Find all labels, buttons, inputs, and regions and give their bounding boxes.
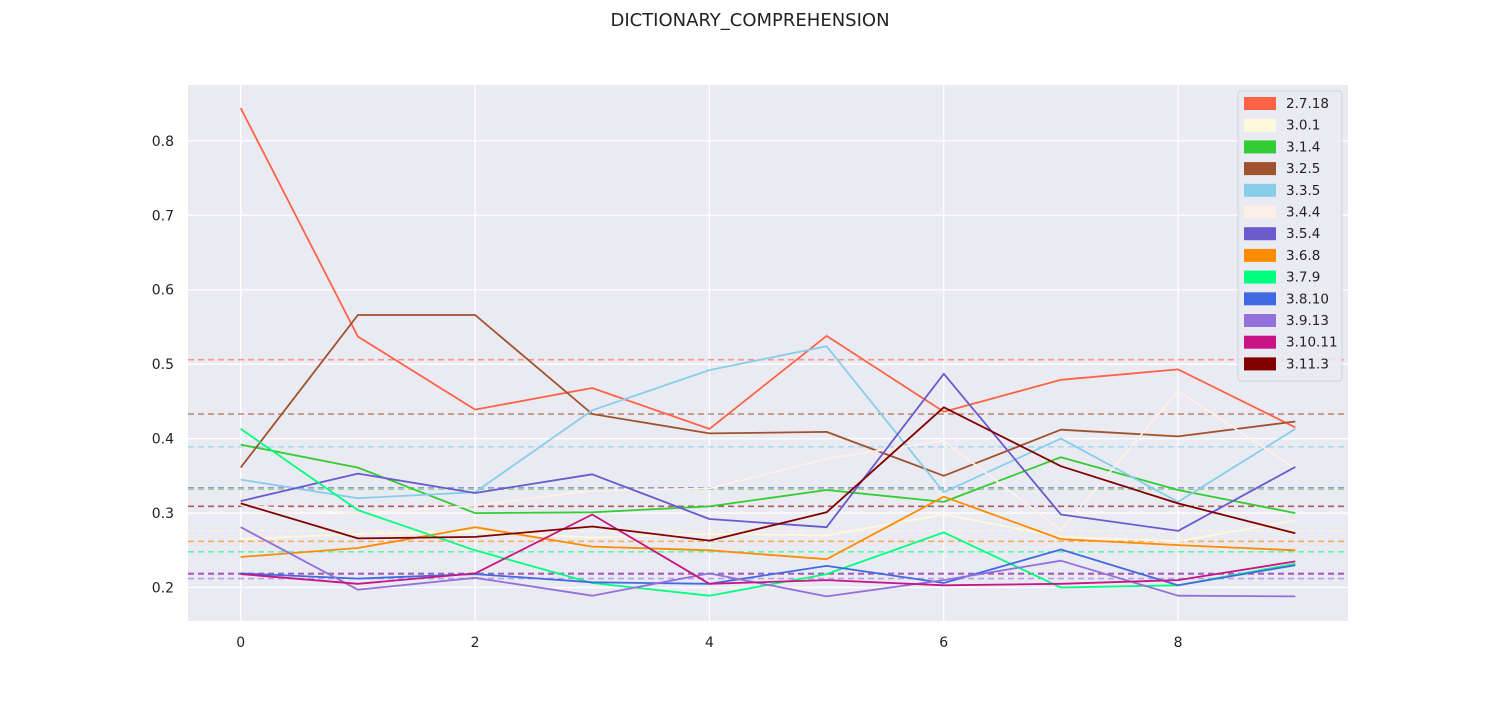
legend-label: 3.7.9 <box>1286 270 1320 286</box>
series-line <box>240 406 1296 542</box>
series-line <box>239 314 1296 477</box>
legend-swatch <box>1244 205 1276 219</box>
legend-swatch <box>1244 183 1276 197</box>
legend-label: 3.1.4 <box>1286 139 1320 155</box>
series-line <box>240 345 1296 503</box>
y-tick-label: 0.8 <box>152 134 174 150</box>
y-tick-label: 0.6 <box>152 283 174 299</box>
series-line <box>240 513 1296 587</box>
legend-label: 3.8.10 <box>1286 291 1329 307</box>
legend-label: 3.0.1 <box>1286 118 1320 134</box>
legend-label: 3.3.5 <box>1286 183 1320 199</box>
x-tick-label: 4 <box>705 635 714 651</box>
legend-label: 3.11.3 <box>1286 356 1329 372</box>
x-tick-label: 0 <box>236 635 245 651</box>
y-tick-label: 0.3 <box>152 506 174 522</box>
legend-label: 3.9.13 <box>1286 313 1329 329</box>
legend-swatch <box>1244 227 1276 241</box>
y-tick-label: 0.7 <box>152 208 174 224</box>
legend-label: 3.10.11 <box>1286 335 1338 351</box>
legend-label: 3.4.4 <box>1286 205 1320 221</box>
series-line <box>239 107 1296 430</box>
legend-swatch <box>1244 162 1276 176</box>
y-tick-label: 0.5 <box>152 357 174 373</box>
x-tick-label: 8 <box>1174 635 1183 651</box>
y-tick-label: 0.4 <box>152 432 174 448</box>
legend-label: 3.6.8 <box>1286 248 1320 264</box>
series-line <box>240 390 1296 532</box>
legend-swatch <box>1244 335 1276 349</box>
y-tick-label: 0.2 <box>152 581 174 597</box>
series-line <box>240 548 1296 587</box>
legend-swatch <box>1244 140 1276 154</box>
legend-swatch <box>1244 357 1276 371</box>
legend-swatch <box>1244 270 1276 284</box>
legend-swatch <box>1244 314 1276 327</box>
x-tick-label: 6 <box>939 635 948 651</box>
series-line <box>240 372 1296 532</box>
legend-swatch <box>1244 97 1276 110</box>
legend-label: 2.7.18 <box>1286 96 1329 112</box>
legend-swatch <box>1244 292 1276 306</box>
legend-label: 3.2.5 <box>1286 161 1320 177</box>
series-line <box>240 513 1296 543</box>
legend-swatch <box>1244 248 1276 262</box>
legend-label: 3.5.4 <box>1286 226 1320 242</box>
series-line <box>240 526 1296 598</box>
chart-title: DICTIONARY_COMPREHENSION <box>610 10 890 31</box>
x-tick-label: 2 <box>471 635 480 651</box>
series-line <box>240 443 1296 514</box>
legend-swatch <box>1244 118 1276 132</box>
